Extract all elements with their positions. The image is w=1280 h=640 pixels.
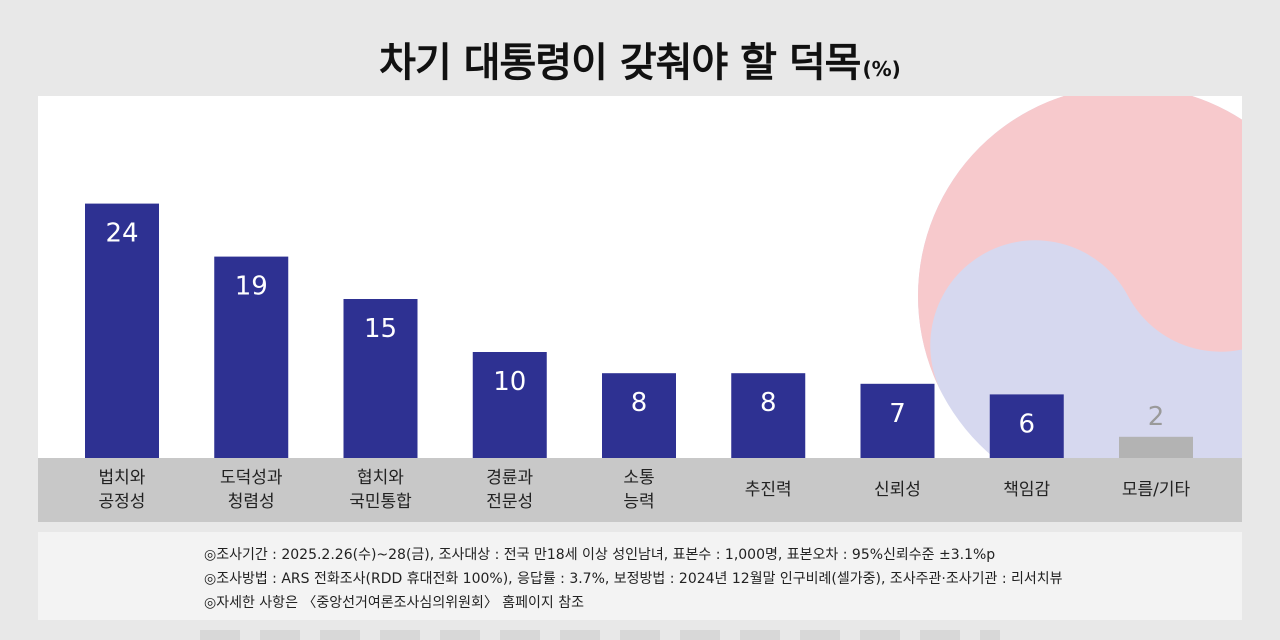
bar-value-label-5: 8 xyxy=(760,388,777,418)
bar-value-label-8: 2 xyxy=(1148,402,1165,432)
bar-5 xyxy=(731,373,806,458)
bar-2 xyxy=(343,299,418,458)
note-period: ◎조사기간 : 2025.2.26(수)~28(금), 조사대상 : 전국 만1… xyxy=(204,547,996,563)
chart-title: 차기 대통령이 갖춰야 할 덕목 (%) xyxy=(0,30,1280,88)
bar-8 xyxy=(1119,436,1193,458)
chart-title-text: 차기 대통령이 갖춰야 할 덕목 xyxy=(379,40,861,86)
category-label-7: 책임감 xyxy=(1003,480,1051,500)
note-method: ◎조사방법 : ARS 전화조사(RDD 휴대전화 100%), 응답률 : 3… xyxy=(204,571,1063,587)
bar-value-label-6: 7 xyxy=(889,399,906,429)
chart-plot-area: 24 19 15 10 8 8 7 6 2 xyxy=(38,96,1242,458)
note-reference: ◎자세한 사항은 〈중앙선거여론조사심의위원회〉 홈페이지 참조 xyxy=(204,595,585,611)
category-label-6: 신뢰성 xyxy=(874,480,921,500)
bar-value-label-4: 8 xyxy=(631,388,648,418)
category-label-8: 모름/기타 xyxy=(1121,480,1191,500)
bar-4 xyxy=(602,373,676,458)
chart-title-unit: (%) xyxy=(862,57,901,81)
category-label-3: 경륜과 전문성 xyxy=(486,468,534,512)
bar-value-label-2: 15 xyxy=(364,314,397,344)
category-label-row: 법치와 공정성 도덕성과 청렴성 협치와 국민통합 경륜과 전문성 소통 능력 추진력 신뢰… xyxy=(38,458,1242,522)
cropped-footer-text xyxy=(200,630,1000,640)
bar-value-label-7: 6 xyxy=(1018,409,1035,439)
category-label-2: 협치와 국민통합 xyxy=(349,468,412,512)
category-label-0: 법치와 공정성 xyxy=(98,468,146,512)
bar-7 xyxy=(989,394,1064,458)
bar-chart-svg: 24 19 15 10 8 8 7 6 2 xyxy=(85,203,1193,458)
bar-value-label-0: 24 xyxy=(105,219,138,249)
survey-notes: ◎조사기간 : 2025.2.26(수)~28(금), 조사대상 : 전국 만1… xyxy=(38,532,1242,620)
bar-3 xyxy=(472,352,547,458)
bar-value-label-1: 19 xyxy=(235,272,268,302)
taegeuk-emblem-icon xyxy=(918,96,1242,458)
bar-0 xyxy=(85,203,159,458)
bar-value-label-3: 10 xyxy=(493,367,526,397)
category-label-1: 도덕성과 청렴성 xyxy=(219,468,283,512)
bar-1 xyxy=(214,256,289,458)
category-label-5: 추진력 xyxy=(744,480,792,500)
category-label-4: 소통 능력 xyxy=(623,468,655,512)
bar-6 xyxy=(860,383,935,458)
